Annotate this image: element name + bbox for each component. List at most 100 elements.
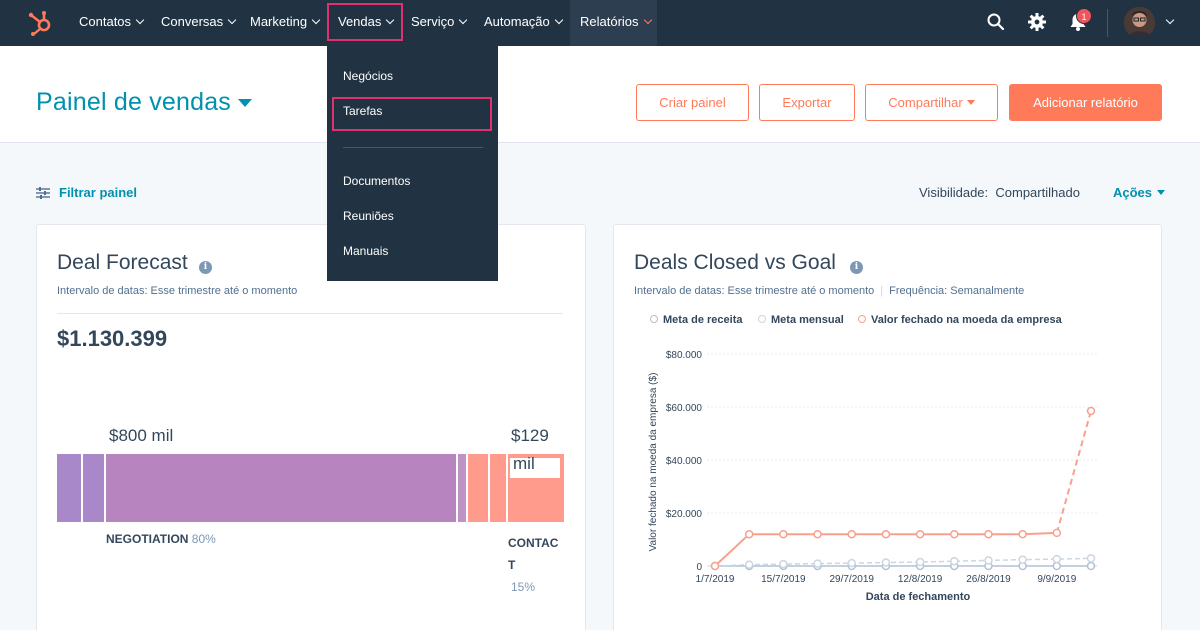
chevron-down-icon bbox=[135, 15, 145, 25]
nav-label: Serviço bbox=[411, 14, 455, 29]
export-button[interactable]: Exportar bbox=[759, 84, 855, 121]
deal-forecast-subtitle: Intervalo de datas: Esse trimestre até o… bbox=[57, 285, 298, 297]
data-point bbox=[881, 529, 891, 539]
x-tick-label: 9/9/2019 bbox=[1037, 574, 1076, 585]
data-point bbox=[779, 529, 788, 539]
y-axis-title: Valor fechado na moeda da empresa ($) bbox=[648, 373, 659, 552]
tarefas-highlight-box bbox=[332, 97, 492, 131]
stage-name: NEGOTIATION bbox=[106, 532, 189, 546]
legend-item[interactable]: Meta de receita bbox=[650, 314, 742, 326]
visibility: Visibilidade: Compartilhado bbox=[919, 185, 1080, 200]
segment-left-value: $800 mil bbox=[109, 426, 174, 445]
nav-servico[interactable]: Serviço bbox=[411, 0, 468, 46]
notification-badge: 1 bbox=[1076, 8, 1092, 24]
y-tick-label: $20.000 bbox=[666, 509, 703, 520]
avatar[interactable] bbox=[1124, 7, 1155, 38]
stage-negotiation: NEGOTIATION 80% bbox=[106, 532, 216, 546]
menu-divider bbox=[343, 147, 483, 148]
forecast-total: $1.130.399 bbox=[57, 326, 168, 351]
menu-item-reunioes[interactable]: Reuniões bbox=[343, 209, 394, 223]
search-icon[interactable] bbox=[986, 12, 1006, 32]
data-point bbox=[1052, 554, 1062, 564]
x-tick-label: 29/7/2019 bbox=[829, 574, 874, 585]
hubspot-logo[interactable] bbox=[27, 10, 53, 36]
data-point bbox=[1086, 406, 1096, 416]
nav-conversas[interactable]: Conversas bbox=[161, 0, 237, 46]
x-tick-label: 26/8/2019 bbox=[966, 574, 1011, 585]
data-point bbox=[744, 529, 754, 539]
caret-down-icon bbox=[1157, 190, 1166, 195]
page-header bbox=[0, 46, 1200, 143]
card-divider bbox=[57, 313, 563, 314]
data-point bbox=[710, 561, 720, 571]
legend-item[interactable]: Meta mensual bbox=[758, 314, 844, 326]
actions-menu[interactable]: Ações bbox=[1113, 185, 1166, 200]
segment-right-value-2: mil bbox=[513, 454, 535, 473]
chevron-down-icon[interactable] bbox=[1165, 15, 1175, 25]
filter-label: Filtrar painel bbox=[59, 185, 138, 200]
forecast-segment bbox=[106, 454, 456, 522]
page-title[interactable]: Painel de vendas bbox=[36, 88, 232, 116]
data-point bbox=[847, 558, 856, 568]
data-point bbox=[1018, 529, 1027, 539]
data-point bbox=[1018, 555, 1027, 564]
forecast-segment bbox=[57, 454, 81, 522]
segment-right-value-1: $129 bbox=[511, 426, 549, 445]
nav-contatos[interactable]: Contatos bbox=[79, 0, 145, 46]
create-dashboard-button[interactable]: Criar painel bbox=[636, 84, 749, 121]
data-point bbox=[813, 529, 822, 539]
nav-automacao[interactable]: Automação bbox=[484, 0, 564, 46]
chevron-down-icon bbox=[554, 15, 564, 25]
visibility-label: Visibilidade: bbox=[919, 185, 989, 200]
chevron-down-icon bbox=[643, 15, 652, 25]
data-point bbox=[950, 529, 959, 539]
vendas-highlight-box bbox=[327, 3, 403, 41]
data-point bbox=[915, 557, 925, 567]
forecast-segment bbox=[490, 454, 506, 522]
data-point bbox=[1052, 528, 1062, 538]
stage-pct: 80% bbox=[191, 532, 216, 546]
stage-name-2: T bbox=[508, 558, 516, 572]
y-tick-label: $80.000 bbox=[666, 350, 703, 361]
nav-label: Marketing bbox=[250, 14, 308, 29]
deal-forecast-title: Deal Forecast bbox=[57, 251, 188, 274]
caret-down-icon[interactable] bbox=[238, 99, 252, 107]
menu-item-manuais[interactable]: Manuais bbox=[343, 244, 389, 258]
nav-label: Automação bbox=[484, 14, 550, 29]
filter-dashboard-link[interactable]: Filtrar painel bbox=[36, 185, 137, 200]
x-axis-title: Data de fechamento bbox=[866, 591, 971, 603]
share-button[interactable]: Compartilhar bbox=[865, 84, 998, 121]
info-icon[interactable]: i bbox=[199, 261, 212, 274]
info-icon[interactable]: i bbox=[850, 261, 863, 274]
data-point bbox=[847, 529, 856, 539]
chevron-down-icon bbox=[459, 15, 468, 25]
chevron-down-icon bbox=[227, 15, 237, 25]
deals-closed-chart: $80.000 $60.000 $40.000 $20.000 01/7/2019 15/… bbox=[648, 350, 1097, 603]
nav-label: Relatórios bbox=[580, 14, 639, 29]
data-point bbox=[813, 559, 822, 568]
add-report-button[interactable]: Adicionar relatório bbox=[1009, 84, 1162, 121]
stage-contact: CONTAC T 15% bbox=[508, 532, 558, 598]
gear-icon[interactable] bbox=[1027, 12, 1047, 32]
legend-item[interactable]: Valor fechado na moeda da empresa bbox=[858, 314, 1062, 326]
forecast-segment bbox=[83, 454, 104, 522]
user-avatar-icon bbox=[1124, 7, 1155, 38]
nav-relatorios[interactable]: Relatórios bbox=[570, 0, 657, 46]
chevron-down-icon bbox=[311, 15, 321, 25]
stage-name: CONTAC bbox=[508, 536, 559, 550]
menu-item-documentos[interactable]: Documentos bbox=[343, 174, 411, 188]
deals-closed-subtitle: Intervalo de datas: Esse trimestre até o… bbox=[634, 285, 1025, 297]
menu-item-negocios[interactable]: Negócios bbox=[343, 69, 394, 83]
menu-item-tarefas[interactable]: Tarefas bbox=[343, 104, 383, 118]
nav-marketing[interactable]: Marketing bbox=[250, 0, 321, 46]
deals-closed-title: Deals Closed vs Goal bbox=[634, 251, 836, 274]
top-nav: Contatos Conversas Marketing Vendas Serv… bbox=[0, 0, 1200, 46]
nav-vendas[interactable]: Vendas bbox=[338, 0, 395, 46]
data-point bbox=[984, 529, 993, 539]
subtitle-frequency: Frequência: Semanalmente bbox=[889, 285, 1025, 297]
y-tick-label: $40.000 bbox=[666, 456, 703, 467]
stage-pct: 15% bbox=[511, 580, 536, 594]
visibility-value[interactable]: Compartilhado bbox=[995, 185, 1080, 200]
share-label: Compartilhar bbox=[888, 95, 963, 110]
nav-label: Contatos bbox=[79, 14, 132, 29]
